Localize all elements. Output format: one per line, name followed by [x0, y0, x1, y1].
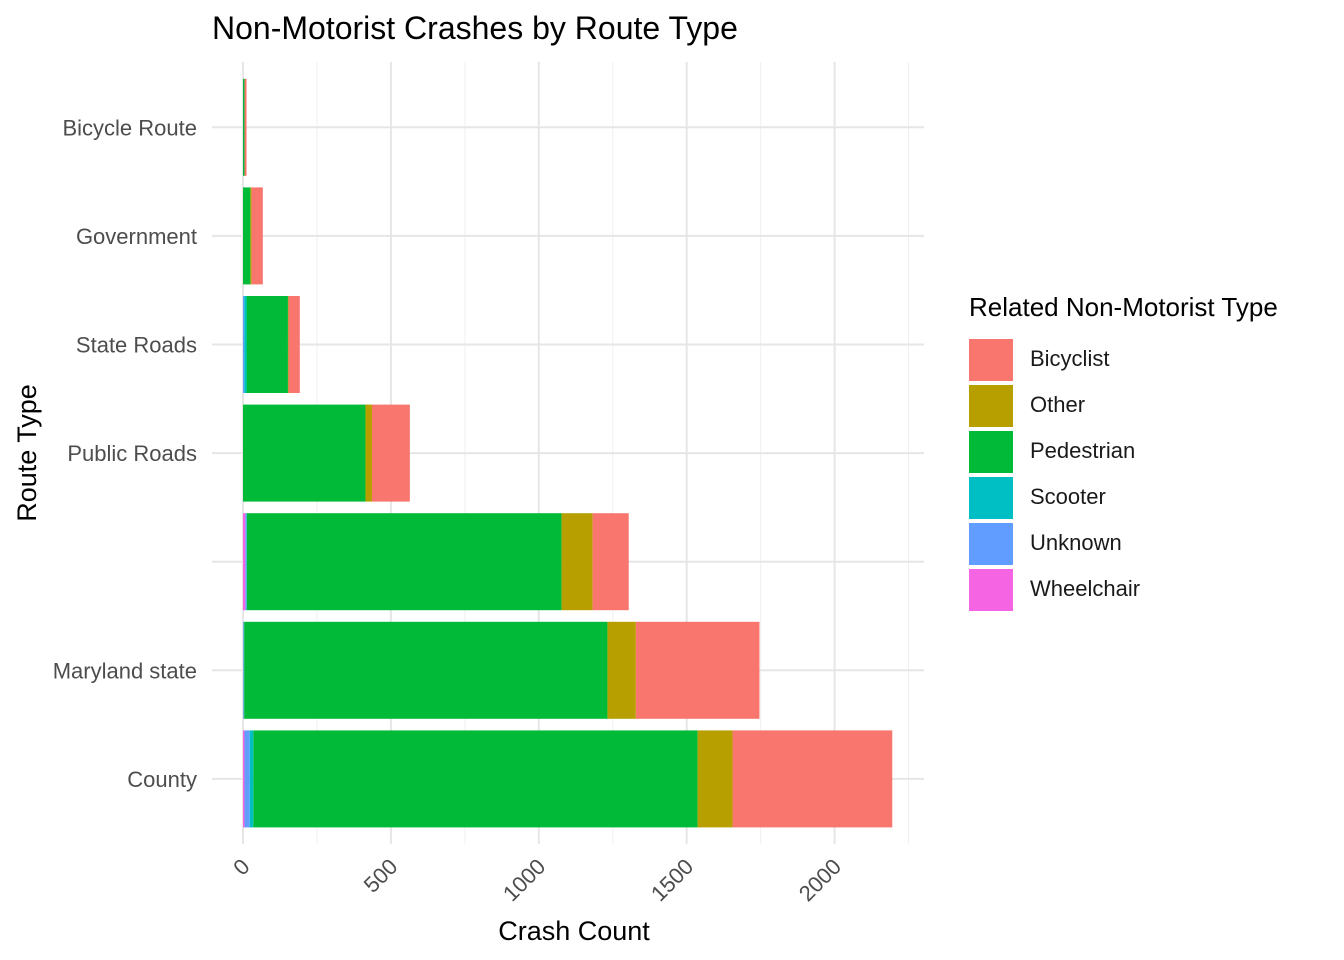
legend-label: Scooter: [1030, 484, 1106, 509]
y-axis-title: Route Type: [12, 384, 42, 522]
y-tick-label: Public Roads: [67, 441, 197, 466]
bar-segment: [244, 730, 250, 828]
bar-segment: [244, 296, 247, 393]
x-tick-label: 1500: [646, 854, 698, 906]
bar-segment: [697, 730, 733, 828]
legend-label: Other: [1030, 392, 1086, 417]
bar-segment: [365, 404, 372, 502]
bar-segment: [250, 187, 252, 285]
legend-key: [969, 339, 1013, 381]
legend-key: [969, 523, 1013, 565]
x-axis-title: Crash Count: [498, 916, 650, 946]
y-tick-label: Bicycle Route: [62, 115, 197, 140]
bar-segment: [561, 513, 593, 611]
bar-segment: [246, 296, 288, 393]
bar-segment: [243, 513, 246, 611]
chart-title: Non-Motorist Crashes by Route Type: [212, 10, 738, 46]
bar-segment: [607, 621, 636, 719]
bar-segment: [635, 621, 760, 719]
bar-segment: [246, 513, 562, 611]
y-tick-label: Government: [76, 224, 197, 249]
bar-segment: [244, 621, 608, 719]
bar-segment: [592, 513, 629, 611]
bar-segment: [253, 730, 698, 828]
bar-segment: [243, 730, 245, 828]
bar-segment: [243, 404, 366, 502]
legend-label: Bicyclist: [1030, 346, 1110, 371]
legend-key: [969, 477, 1013, 519]
legend-title: Related Non-Motorist Type: [969, 292, 1278, 322]
x-tick-label: 2000: [794, 854, 846, 906]
legend-label: Pedestrian: [1030, 438, 1136, 463]
bar-segment: [371, 404, 410, 502]
x-tick-label: 1000: [498, 854, 550, 906]
bar-segment: [245, 513, 247, 611]
legend-key: [969, 569, 1013, 611]
legend-label: Unknown: [1030, 530, 1122, 555]
legend-key: [969, 431, 1013, 473]
bar-segment: [243, 187, 251, 285]
y-tick-label: County: [127, 767, 197, 792]
bar-segment: [732, 730, 893, 828]
x-tick-label: 500: [359, 854, 403, 898]
bar-segment: [287, 296, 289, 393]
legend-key: [969, 385, 1013, 427]
bar-segment: [243, 78, 245, 176]
bar-segment: [288, 296, 300, 393]
x-tick-label: 0: [228, 854, 254, 880]
bar-segment: [249, 730, 254, 828]
bar-segment: [251, 187, 263, 285]
bar-segment: [243, 296, 245, 393]
legend-label: Wheelchair: [1030, 576, 1141, 601]
y-tick-label: State Roads: [76, 333, 197, 358]
bar-segment: [243, 621, 245, 719]
y-tick-label: Maryland state: [53, 658, 197, 683]
bar-segment: [244, 78, 247, 176]
